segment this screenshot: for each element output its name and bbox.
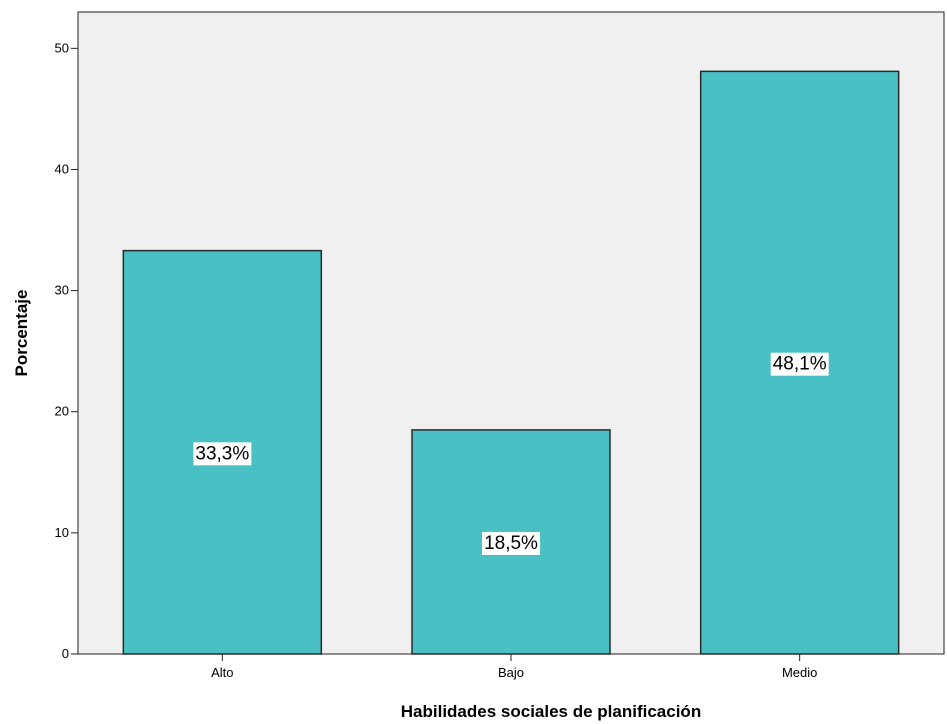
y-tick-label: 40: [55, 161, 69, 176]
y-axis: 0 10 20 30 40 50: [55, 40, 78, 661]
x-tick-label: Medio: [782, 665, 817, 680]
data-label-alto: 33,3%: [195, 443, 249, 464]
x-tick-label: Bajo: [498, 665, 524, 680]
data-label-medio: 48,1%: [773, 354, 827, 375]
x-tick-label: Alto: [211, 665, 233, 680]
data-labels: 33,3% 18,5% 48,1%: [193, 352, 829, 555]
y-tick-label: 10: [55, 525, 69, 540]
y-tick-label: 20: [55, 404, 69, 419]
data-label-bajo: 18,5%: [484, 533, 538, 554]
data-label-box: [482, 531, 541, 555]
y-axis-title: Porcentaje: [12, 290, 31, 377]
y-tick-label: 50: [55, 40, 69, 55]
data-label-box: [770, 352, 829, 376]
y-tick-label: 30: [55, 283, 69, 298]
y-tick-label: 0: [62, 646, 69, 661]
data-label-box: [193, 442, 252, 466]
x-axis: Alto Bajo Medio: [211, 654, 817, 680]
x-axis-title: Habilidades sociales de planificación: [401, 702, 701, 721]
